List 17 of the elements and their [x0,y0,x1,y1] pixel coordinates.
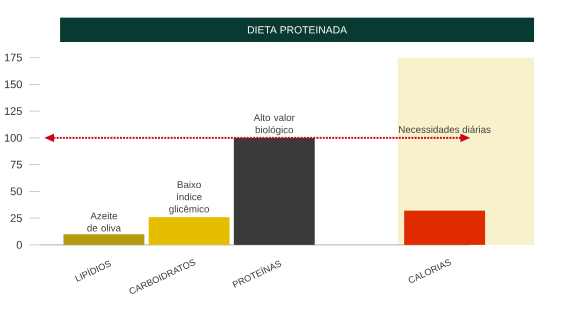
y-tick-label: 125 [4,107,22,116]
bar [234,138,315,246]
annotation: Alto valor biológico [254,114,295,136]
y-tick-label: 0 [16,241,22,249]
y-tick-label: 50 [10,188,22,196]
chart-title: DIETA PROTEINADA [248,26,348,34]
y-tick-label: 150 [4,80,22,88]
bar [404,210,486,246]
annotation: Azeite de oliva [87,212,122,232]
y-tick-label: 25 [10,214,22,222]
y-tick-label: 75 [10,160,22,169]
bar [148,217,230,246]
annotation: Necessidades diárias [399,126,491,134]
y-tick-label: 100 [4,134,22,142]
y-tick-label: 175 [4,54,22,62]
annotation: Baixo índice glicêmico [169,181,210,214]
bar [63,234,144,246]
